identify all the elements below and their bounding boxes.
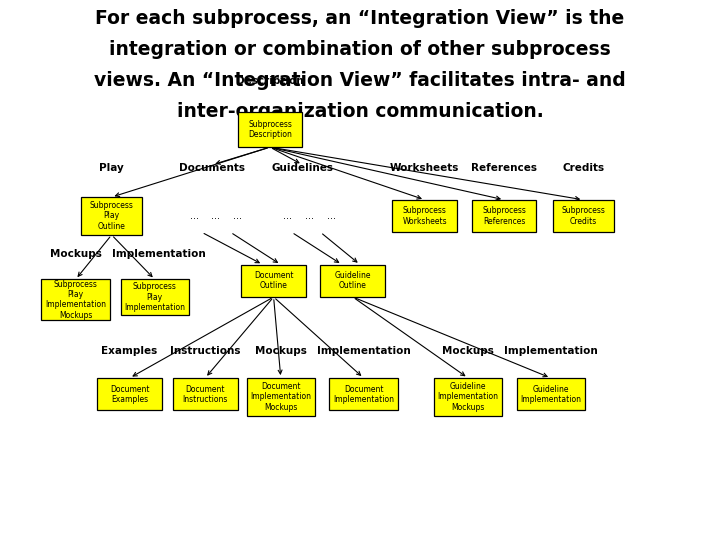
Text: Guideline
Outline: Guideline Outline [335,271,371,291]
Text: For each subprocess, an “Integration View” is the: For each subprocess, an “Integration Vie… [95,9,625,29]
Bar [241,265,306,297]
Text: Mockups: Mockups [255,346,307,356]
Text: Guidelines: Guidelines [271,163,333,173]
Text: Documents: Documents [179,163,246,173]
Bar [81,197,142,235]
Bar [553,200,613,232]
Text: Guideline
Implementation
Mockups: Guideline Implementation Mockups [438,382,498,412]
Bar [97,378,162,410]
Text: Implementation: Implementation [317,346,410,356]
Text: Instructions: Instructions [170,346,240,356]
Text: Guideline
Implementation: Guideline Implementation [521,384,581,404]
Text: Subprocess
Description: Subprocess Description [248,120,292,139]
Text: Play: Play [99,163,124,173]
Text: inter-organization communication.: inter-organization communication. [176,102,544,121]
Bar [433,378,503,416]
Text: Subprocess
Play
Outline: Subprocess Play Outline [90,201,133,231]
Bar [173,378,238,410]
Text: Mockups: Mockups [50,249,102,259]
Text: Document
Instructions: Document Instructions [182,384,228,404]
Text: Mockups: Mockups [442,346,494,356]
Bar [246,378,315,416]
Text: Implementation: Implementation [112,249,205,259]
Text: ...: ... [190,211,199,221]
Text: Document
Outline: Document Outline [254,271,293,291]
Text: ...: ... [233,211,242,221]
Text: ...: ... [284,211,292,221]
Text: Credits: Credits [562,163,604,173]
Bar [472,200,536,232]
Bar [320,265,385,297]
Text: Document
Implementation: Document Implementation [333,384,394,404]
Text: Subprocess
References: Subprocess References [482,206,526,226]
Text: Description: Description [236,76,304,86]
Text: Subprocess
Credits: Subprocess Credits [562,206,605,226]
Text: Examples: Examples [102,346,158,356]
Text: ...: ... [305,211,314,221]
Bar [121,280,189,314]
Text: Worksheets: Worksheets [390,163,459,173]
Text: ...: ... [212,211,220,221]
Text: views. An “Integration View” facilitates intra- and: views. An “Integration View” facilitates… [94,71,626,90]
Bar [392,200,457,232]
Bar [330,378,397,410]
Text: Subprocess
Play
Implementation: Subprocess Play Implementation [125,282,185,312]
Bar [517,378,585,410]
Text: References: References [471,163,537,173]
Text: integration or combination of other subprocess: integration or combination of other subp… [109,40,611,59]
Text: ...: ... [327,211,336,221]
Bar [238,112,302,147]
Bar [42,280,110,320]
Text: Subprocess
Play
Implementation
Mockups: Subprocess Play Implementation Mockups [45,280,106,320]
Text: Document
Implementation
Mockups: Document Implementation Mockups [251,382,311,412]
Text: Implementation: Implementation [504,346,598,356]
Text: Document
Examples: Document Examples [110,384,149,404]
Text: Subprocess
Worksheets: Subprocess Worksheets [402,206,447,226]
